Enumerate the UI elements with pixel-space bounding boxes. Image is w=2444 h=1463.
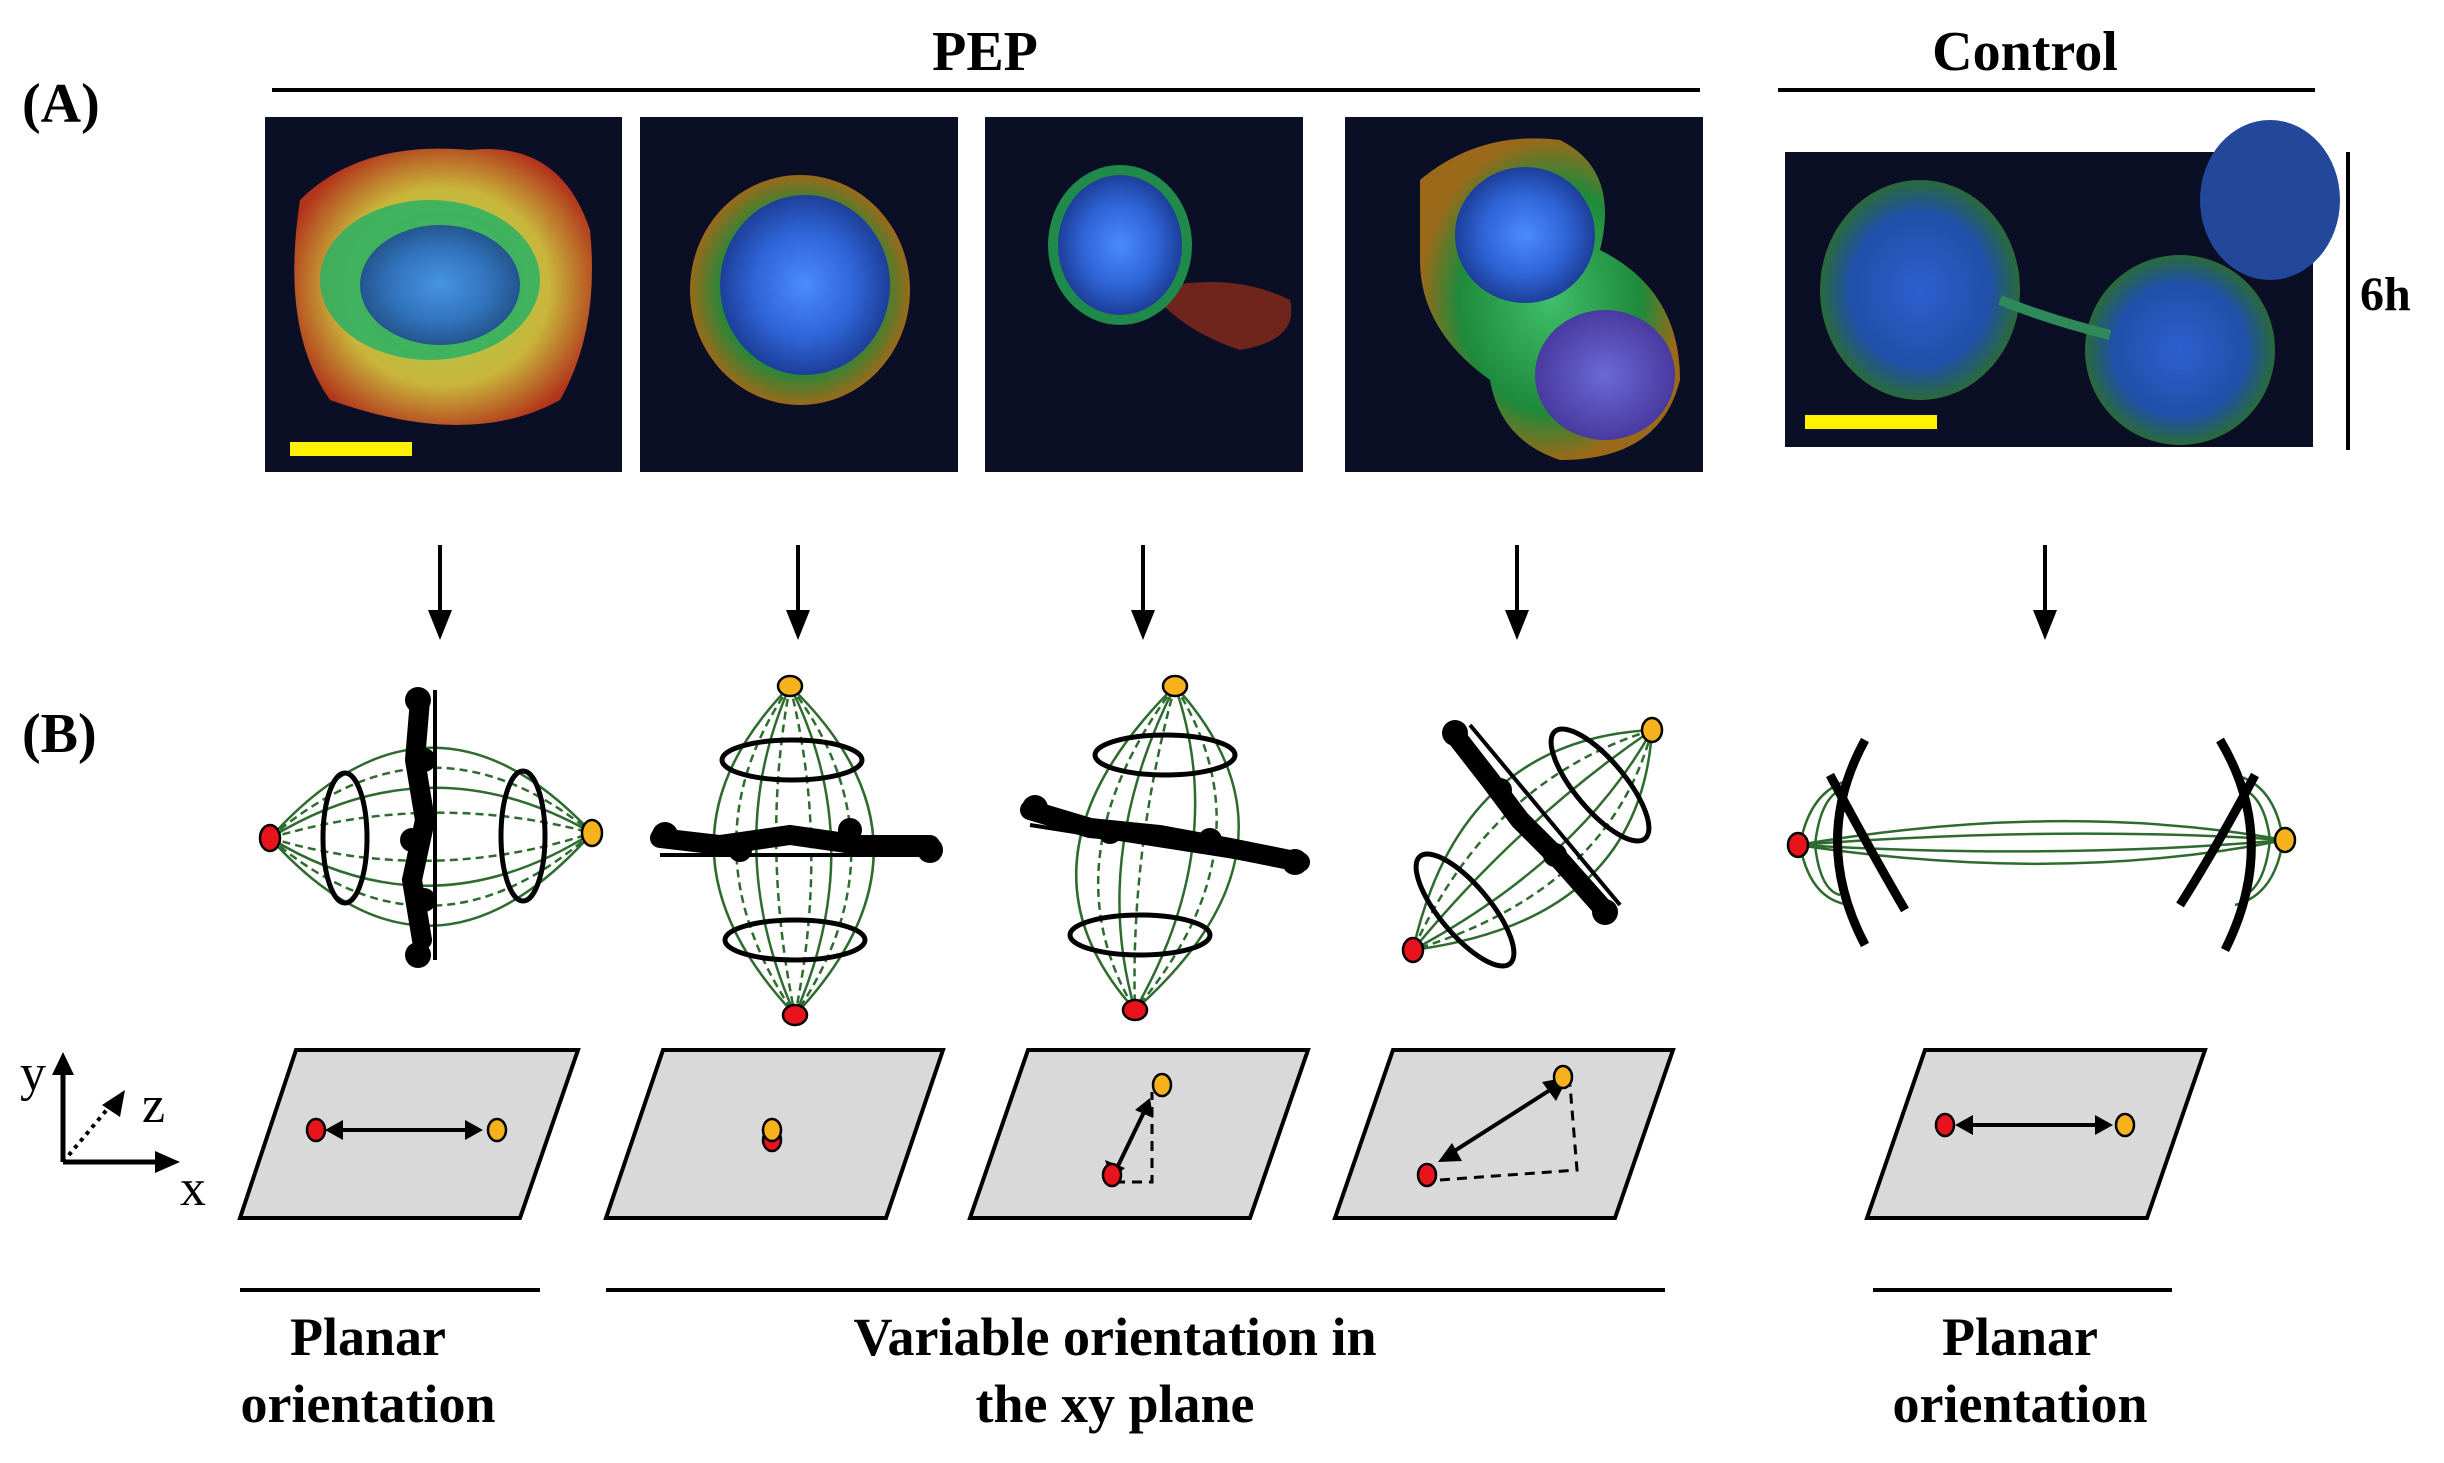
caption-middle-line1: Variable orientation in	[853, 1307, 1376, 1367]
timepoint-label: 6h	[2360, 268, 2411, 321]
caption-left-line1: Planar	[290, 1307, 446, 1367]
down-arrow-4	[1505, 545, 1529, 640]
caption-middle-line2: the xy plane	[975, 1374, 1254, 1434]
micrograph-control	[1785, 120, 2340, 447]
spindle-diagram-1	[258, 687, 604, 968]
x-axis-label: x	[180, 1160, 206, 1217]
down-arrow-5	[2033, 545, 2057, 640]
spindle-diagram-3	[1020, 674, 1310, 1022]
down-arrow-1	[428, 545, 452, 640]
plane-3	[967, 1048, 1311, 1220]
pep-header: PEP	[932, 21, 1038, 83]
down-arrow-3	[1131, 545, 1155, 640]
y-axis-label: y	[20, 1045, 46, 1102]
micrograph-pep-2	[640, 117, 958, 472]
spindle-diagram-2	[650, 674, 943, 1027]
plane-1	[237, 1048, 581, 1220]
plane-2	[603, 1048, 946, 1220]
plane-control	[1864, 1048, 2208, 1220]
panel-a-label: (A)	[22, 73, 100, 135]
control-header: Control	[1932, 21, 2118, 83]
caption-left-line2: orientation	[241, 1374, 496, 1434]
micrograph-pep-3	[985, 117, 1303, 472]
panel-b-label: (B)	[22, 703, 97, 765]
micrograph-pep-4	[1345, 117, 1703, 472]
z-axis-label: z	[142, 1077, 165, 1134]
axis-gizmo: y z x	[20, 1045, 206, 1217]
caption-right-line1: Planar	[1942, 1307, 2098, 1367]
scale-bar	[290, 442, 412, 456]
scale-bar	[1805, 415, 1937, 429]
spindle-diagram-control	[1786, 737, 2297, 953]
down-arrow-2	[786, 545, 810, 640]
spindle-diagram-4	[1401, 716, 1664, 969]
micrograph-pep-1	[265, 117, 622, 472]
plane-4	[1332, 1048, 1676, 1220]
caption-right-line2: orientation	[1893, 1374, 2148, 1434]
